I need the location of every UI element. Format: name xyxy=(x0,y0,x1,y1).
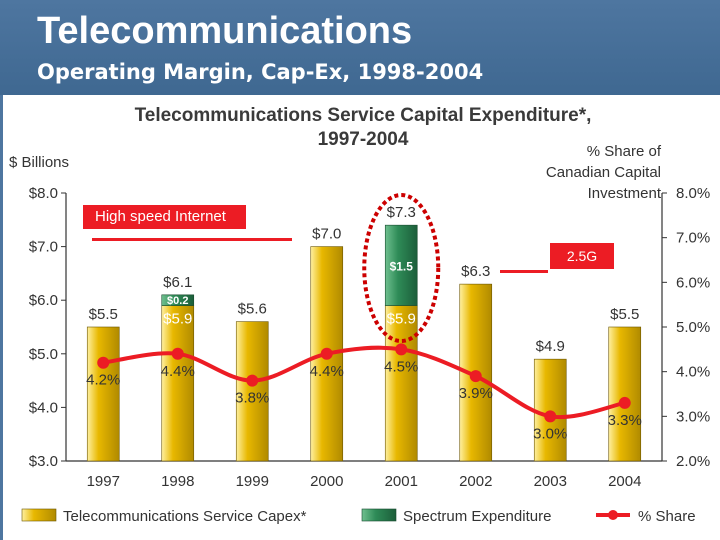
y-tick-label: $7.0 xyxy=(29,239,58,256)
share-data-label: 3.9% xyxy=(459,385,493,402)
callout-high-speed-internet: High speed Internet xyxy=(83,205,246,229)
share-data-label: 3.8% xyxy=(235,390,269,407)
spectrum-data-label: $0.2 xyxy=(167,295,188,307)
y2-tick-label: 4.0% xyxy=(676,364,710,381)
bar-capex xyxy=(608,326,642,462)
bar-capex xyxy=(533,358,567,462)
bar-capex xyxy=(235,321,269,462)
capex-data-label: $5.9 xyxy=(387,311,416,328)
y-tick-label: $3.0 xyxy=(29,453,58,470)
callout-2-5g: 2.5G xyxy=(550,243,614,269)
share-data-label: 4.2% xyxy=(86,372,120,389)
x-tick-label: 1999 xyxy=(236,473,269,490)
legend-swatch-capex xyxy=(21,508,57,522)
chart-subtitle: 1997-2004 xyxy=(318,129,409,150)
left-accent-rule xyxy=(0,95,3,540)
bar-spectrum xyxy=(384,224,418,306)
share-point xyxy=(469,370,482,383)
y2-tick-label: 6.0% xyxy=(676,274,710,291)
bar-capex xyxy=(384,305,418,462)
share-point xyxy=(395,343,408,356)
x-tick-label: 2003 xyxy=(534,473,567,490)
y2-tick-label: 7.0% xyxy=(676,230,710,247)
x-tick-label: 2001 xyxy=(385,473,418,490)
slide-subtitle: Operating Margin, Cap-Ex, 1998-2004 xyxy=(37,60,484,84)
callout-underline-right xyxy=(500,270,548,273)
y2-axis-label-line: Canadian Capital xyxy=(546,164,661,181)
y2-tick-label: 3.0% xyxy=(676,408,710,425)
x-tick-label: 2004 xyxy=(608,473,641,490)
y-tick-label: $4.0 xyxy=(29,399,58,416)
y2-axis-label-line: Investment xyxy=(588,185,662,202)
total-data-label: $6.1 xyxy=(163,274,192,291)
y-tick-label: $5.0 xyxy=(29,346,58,363)
x-tick-label: 1998 xyxy=(161,473,194,490)
title-banner: Telecommunications Operating Margin, Cap… xyxy=(0,0,720,95)
capex-data-label: $5.5 xyxy=(610,306,639,323)
y2-tick-label: 8.0% xyxy=(676,185,710,202)
share-point xyxy=(544,410,557,423)
callout-underline-left xyxy=(92,238,292,241)
share-line xyxy=(102,345,626,420)
slide-title: Telecommunications xyxy=(37,10,413,52)
capex-chart: Telecommunications Service Capital Expen… xyxy=(9,105,710,525)
share-point xyxy=(171,347,184,360)
capex-data-label: $7.0 xyxy=(312,226,341,243)
capex-data-label: $5.6 xyxy=(238,301,267,318)
bar-spectrum xyxy=(161,294,195,306)
y-tick-label: $8.0 xyxy=(29,185,58,202)
y2-tick-label: 5.0% xyxy=(676,319,710,336)
share-point xyxy=(97,356,110,369)
share-data-label: 3.3% xyxy=(608,412,642,429)
share-point xyxy=(246,374,259,387)
share-point xyxy=(618,396,631,409)
y-axis-label: $ Billions xyxy=(9,154,69,171)
share-data-label: 3.0% xyxy=(533,425,567,442)
y2-tick-label: 2.0% xyxy=(676,453,710,470)
legend-label-share: % Share xyxy=(638,508,696,525)
y-tick-label: $6.0 xyxy=(29,292,58,309)
legend-swatch-spectrum xyxy=(361,508,397,522)
chart-title: Telecommunications Service Capital Expen… xyxy=(135,105,592,126)
capex-data-label: $5.9 xyxy=(163,311,192,328)
total-data-label: $7.3 xyxy=(387,204,416,221)
bar-capex xyxy=(161,305,195,462)
share-point xyxy=(320,347,333,360)
share-data-label: 4.5% xyxy=(384,358,418,375)
y2-axis-label-line: % Share of xyxy=(587,143,662,160)
share-data-label: 4.4% xyxy=(161,363,195,380)
x-tick-label: 2002 xyxy=(459,473,492,490)
x-tick-label: 2000 xyxy=(310,473,343,490)
legend-label-capex: Telecommunications Service Capex* xyxy=(63,508,307,525)
spectrum-data-label: $1.5 xyxy=(390,259,414,273)
legend-label-spectrum: Spectrum Expenditure xyxy=(403,508,551,525)
bar-capex xyxy=(86,326,120,462)
share-data-label: 4.4% xyxy=(310,363,344,380)
capex-data-label: $6.3 xyxy=(461,263,490,280)
legend-marker-share xyxy=(608,510,618,520)
x-tick-label: 1997 xyxy=(87,473,120,490)
capex-data-label: $5.5 xyxy=(89,306,118,323)
capex-data-label: $4.9 xyxy=(536,338,565,355)
